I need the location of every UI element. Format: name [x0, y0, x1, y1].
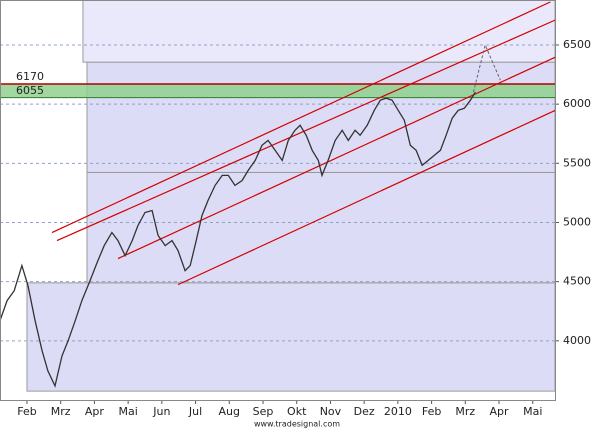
channel-line — [117, 56, 556, 260]
y-tick-label: 4000 — [563, 334, 591, 347]
x-tick-label: Apr — [490, 405, 510, 418]
range-zone — [26, 282, 556, 392]
x-tick-label: Aug — [219, 405, 240, 418]
channel-line — [177, 109, 556, 286]
x-tick-label: Sep — [253, 405, 274, 418]
projection-line — [472, 43, 501, 93]
x-tick-label: Feb — [422, 405, 441, 418]
y-tick-label: 4500 — [563, 275, 591, 288]
y-tick-label: 6500 — [563, 38, 591, 51]
y-tick-label: 5500 — [563, 156, 591, 169]
x-tick-label: Mrz — [51, 405, 71, 418]
x-tick-label: Mai — [523, 405, 542, 418]
x-tick-label: Dez — [354, 405, 375, 418]
support-label: 6055 — [16, 84, 44, 97]
channel-line — [56, 19, 556, 242]
x-tick-label: Mrz — [455, 405, 475, 418]
x-tick-label: 2010 — [384, 405, 412, 418]
resistance-label: 6170 — [16, 70, 44, 83]
x-tick-label: Okt — [287, 405, 307, 418]
channel-line — [51, 1, 551, 234]
source-label: www.tradesignal.com — [254, 420, 340, 429]
x-tick-label: Nov — [320, 405, 342, 418]
plot-frame — [0, 0, 556, 401]
range-zone — [82, 0, 556, 63]
y-tick-label: 6000 — [563, 97, 591, 110]
range-zone — [86, 61, 556, 173]
x-tick-label: Mai — [118, 405, 137, 418]
x-tick-label: Feb — [17, 405, 36, 418]
x-tick-label: Jul — [188, 405, 202, 418]
range-zone — [86, 171, 556, 284]
support-band — [0, 84, 555, 98]
price-line — [0, 91, 476, 388]
y-tick-label: 5000 — [563, 215, 591, 228]
x-tick-label: Apr — [85, 405, 105, 418]
x-tick-label: Jun — [152, 405, 170, 418]
